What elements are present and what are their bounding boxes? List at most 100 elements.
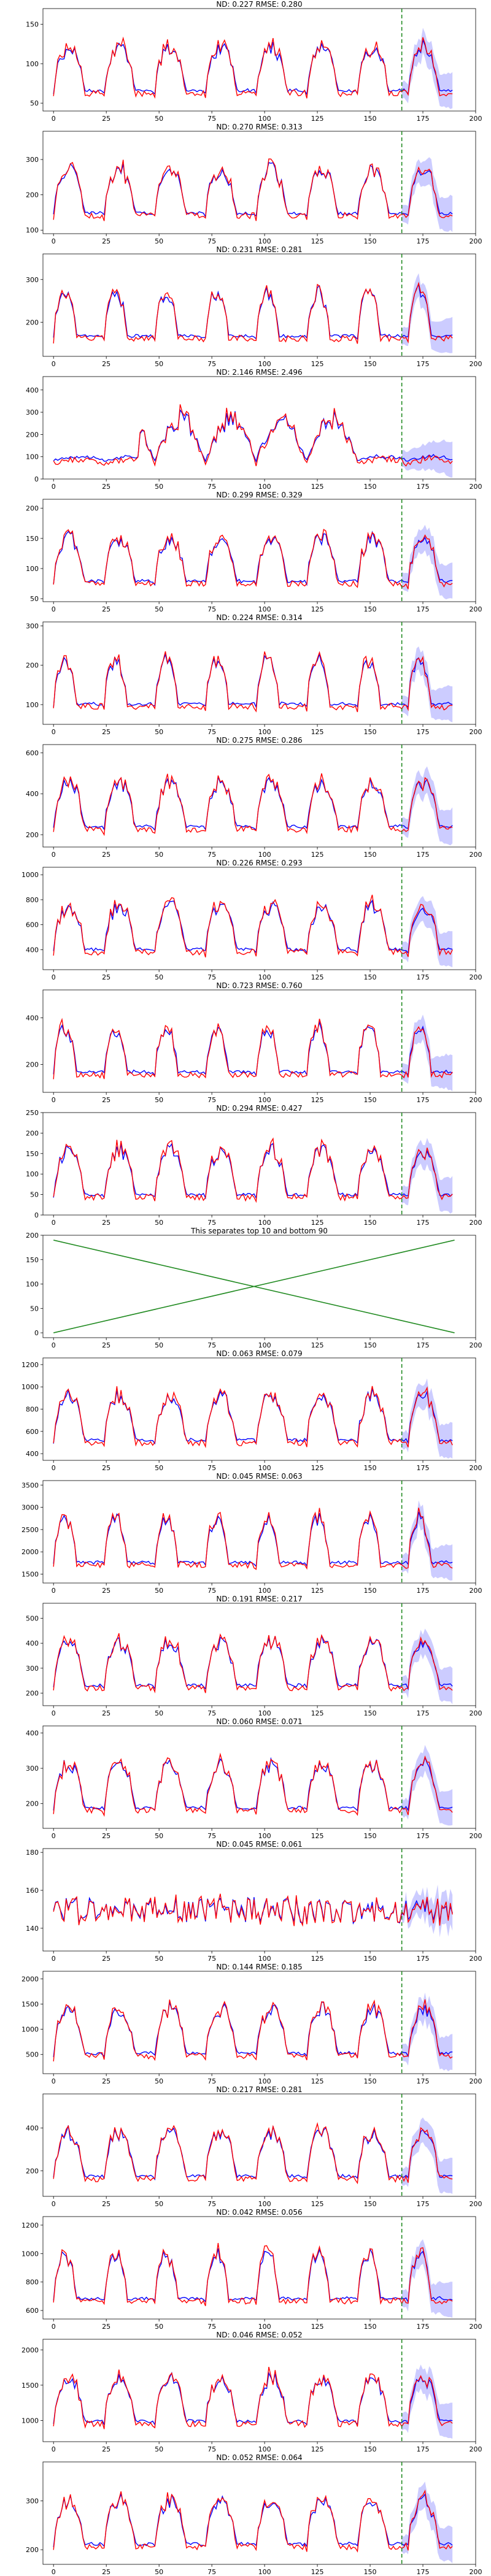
x-tick-label: 125 xyxy=(311,360,324,368)
x-tick-label: 125 xyxy=(311,851,324,859)
chart-panel-19: ND: 0.042 RMSE: 0.056 0 25 50 75 100 125 150 175… xyxy=(21,2208,482,2331)
x-tick-label: 50 xyxy=(155,2323,163,2331)
y-tick-label: 400 xyxy=(26,790,39,798)
y-tick-label: 150 xyxy=(26,21,39,29)
x-tick-label: 75 xyxy=(207,1832,216,1840)
plot-area xyxy=(53,1971,453,2074)
x-tick-label: 125 xyxy=(311,1709,324,1717)
x-tick-label: 25 xyxy=(102,2200,110,2208)
x-tick-label: 25 xyxy=(102,1709,110,1717)
x-tick-label: 125 xyxy=(311,1219,324,1227)
x-tick-label: 50 xyxy=(155,1955,163,1963)
chart-title: ND: 0.045 RMSE: 0.061 xyxy=(216,1840,302,1849)
axes-frame xyxy=(42,744,476,848)
y-tick-label: 200 xyxy=(26,318,39,326)
x-tick-label: 200 xyxy=(470,483,482,491)
y-tick-label: 300 xyxy=(26,1765,39,1773)
x-tick-label: 25 xyxy=(102,2077,110,2085)
x-tick-label: 200 xyxy=(470,851,482,859)
y-tick-label: 1500 xyxy=(21,2382,39,2390)
x-tick-label: 0 xyxy=(52,1341,56,1349)
plot-area xyxy=(53,1849,453,1951)
chart-title: This separates top 10 and bottom 90 xyxy=(190,1227,328,1235)
prediction-interval-band xyxy=(401,766,453,846)
prediction-interval-band xyxy=(401,157,453,232)
y-tick-label: 300 xyxy=(26,156,39,164)
x-tick-label: 0 xyxy=(52,728,56,736)
y-tick-label: 400 xyxy=(26,1730,39,1738)
x-tick-label: 25 xyxy=(102,360,110,368)
x-tick-label: 100 xyxy=(258,360,271,368)
y-tick-label: 200 xyxy=(26,1800,39,1808)
x-tick-label: 150 xyxy=(364,1832,377,1840)
x-tick-label: 175 xyxy=(417,1341,430,1349)
x-tick-label: 25 xyxy=(102,1587,110,1595)
x-tick-label: 0 xyxy=(52,605,56,613)
plot-area xyxy=(53,745,453,847)
axes-frame xyxy=(42,8,476,112)
x-tick-label: 75 xyxy=(207,115,216,123)
y-tick-label: 800 xyxy=(26,896,39,904)
x-tick-label: 125 xyxy=(311,115,324,123)
prediction-interval-band xyxy=(401,524,453,600)
x-tick-label: 175 xyxy=(417,2200,430,2208)
x-tick-label: 200 xyxy=(470,728,482,736)
x-tick-label: 200 xyxy=(470,1219,482,1227)
plot-area xyxy=(53,1358,453,1460)
y-tick-label: 3000 xyxy=(21,1504,39,1512)
x-tick-label: 50 xyxy=(155,1709,163,1717)
x-tick-label: 25 xyxy=(102,605,110,613)
y-tick-label: 200 xyxy=(26,2546,39,2554)
axes-frame xyxy=(42,2461,476,2565)
chart-title: ND: 0.723 RMSE: 0.760 xyxy=(216,981,302,990)
x-tick-label: 125 xyxy=(311,2200,324,2208)
prediction-interval-band xyxy=(401,1744,453,1826)
x-tick-label: 150 xyxy=(364,360,377,368)
x-tick-label: 25 xyxy=(102,1341,110,1349)
chart-title: ND: 0.299 RMSE: 0.329 xyxy=(216,491,302,499)
actual-line xyxy=(53,1999,453,2061)
x-tick-label: 0 xyxy=(52,2445,56,2453)
chart-panel-16: ND: 0.045 RMSE: 0.061 0 25 50 75 100 125 150 175… xyxy=(26,1840,482,1963)
y-tick-label: 100 xyxy=(26,1281,39,1289)
chart-panel-9: ND: 0.723 RMSE: 0.760 0 25 50 75 100 125 150 175… xyxy=(26,981,482,1104)
plot-area xyxy=(53,2217,453,2319)
x-tick-label: 0 xyxy=(52,237,56,245)
x-tick-label: 75 xyxy=(207,2445,216,2453)
y-tick-label: 1500 xyxy=(21,2000,39,2008)
actual-line xyxy=(53,2243,453,2306)
x-tick-label: 100 xyxy=(258,1955,271,1963)
x-tick-label: 175 xyxy=(417,237,430,245)
y-tick-label: 140 xyxy=(26,1925,39,1933)
x-tick-label: 50 xyxy=(155,1832,163,1840)
plot-area xyxy=(53,9,453,111)
x-tick-label: 200 xyxy=(470,1832,482,1840)
y-tick-label: 400 xyxy=(26,946,39,954)
prediction-interval-band xyxy=(401,2364,453,2439)
x-tick-label: 75 xyxy=(207,237,216,245)
prediction-interval-band xyxy=(401,1378,453,1459)
actual-line xyxy=(53,1508,453,1570)
x-tick-label: 50 xyxy=(155,2200,163,2208)
axes-frame xyxy=(42,1971,476,2074)
x-tick-label: 75 xyxy=(207,973,216,981)
x-tick-label: 50 xyxy=(155,237,163,245)
y-tick-label: 1000 xyxy=(21,871,39,879)
x-tick-label: 125 xyxy=(311,1832,324,1840)
x-tick-label: 75 xyxy=(207,2077,216,2085)
prediction-interval-band xyxy=(401,273,453,353)
x-tick-label: 150 xyxy=(364,2323,377,2331)
x-tick-label: 175 xyxy=(417,851,430,859)
x-tick-label: 50 xyxy=(155,1464,163,1472)
chart-panel-3: ND: 0.231 RMSE: 0.281 0 25 50 75 100 125 150 175… xyxy=(26,245,482,368)
x-tick-label: 150 xyxy=(364,115,377,123)
y-tick-label: 600 xyxy=(26,2307,39,2315)
axes-frame xyxy=(42,2216,476,2320)
plot-area xyxy=(53,254,453,356)
x-tick-label: 200 xyxy=(470,360,482,368)
y-tick-label: 250 xyxy=(26,1109,39,1117)
axes-frame xyxy=(42,499,476,602)
prediction-line xyxy=(53,1388,453,1446)
x-tick-label: 200 xyxy=(470,2077,482,2085)
x-tick-label: 200 xyxy=(470,1709,482,1717)
